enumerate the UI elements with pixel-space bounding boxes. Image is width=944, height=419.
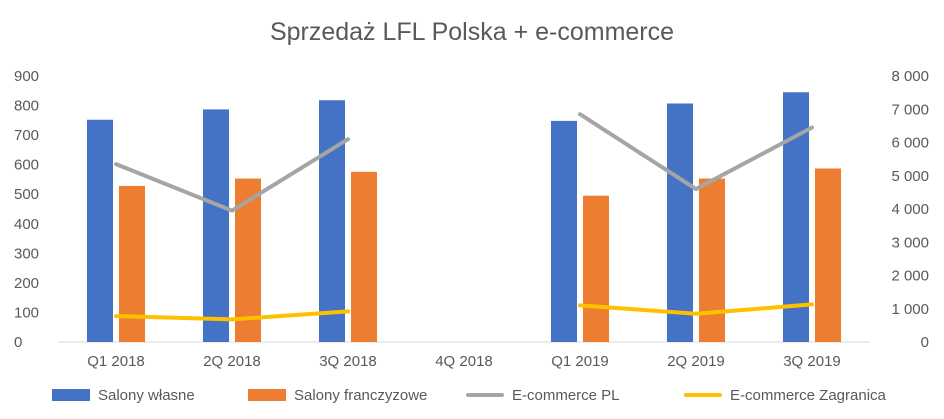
line-marks — [114, 112, 814, 322]
line-e-commerce-zagranica — [114, 309, 350, 322]
bar-salony-własne — [87, 119, 113, 343]
x-tick-label: Q1 2019 — [551, 353, 609, 370]
legend-swatch — [466, 393, 504, 397]
right-tick-label: 1 000 — [891, 301, 929, 318]
right-tick-label: 4 000 — [891, 201, 929, 218]
left-tick-label: 200 — [14, 275, 39, 292]
left-tick-label: 900 — [14, 68, 39, 85]
right-tick-label: 5 000 — [891, 168, 929, 185]
right-tick-label: 0 — [921, 334, 929, 351]
bar-marks — [87, 92, 841, 343]
legend-label: Salony franczyzowe — [294, 386, 428, 404]
right-tick-label: 3 000 — [891, 234, 929, 251]
bar-salony-własne — [667, 103, 693, 342]
chart-plot: 0 100 200 300 400 500 600 700 800 900 0 1 000 2 000… — [14, 68, 929, 370]
left-axis-ticks: 0 100 200 300 400 500 600 700 800 900 — [14, 68, 39, 351]
bar-salony-własne — [319, 100, 345, 342]
legend-label: E-commerce Zagranica — [730, 386, 886, 404]
x-tick-label: 3Q 2018 — [319, 353, 377, 370]
x-tick-label: 3Q 2019 — [783, 353, 841, 370]
legend-item: Salony franczyzowe — [248, 382, 427, 408]
legend-swatch — [52, 389, 90, 401]
left-tick-label: 500 — [14, 186, 39, 203]
bar-salony-franczyzowe — [583, 195, 609, 342]
x-axis-ticks: Q1 2018 2Q 2018 3Q 2018 4Q 2018 Q1 2019 2Q 20… — [87, 353, 841, 370]
chart-title: Sprzedaż LFL Polska + e-commerce — [269, 18, 675, 46]
legend-swatch — [684, 393, 722, 397]
left-tick-label: 600 — [14, 157, 39, 174]
left-tick-label: 100 — [14, 304, 39, 321]
bar-salony-własne — [551, 120, 577, 343]
legend: Salony własne Salony franczyzowe E-commerc… — [0, 382, 944, 408]
x-tick-label: Q1 2018 — [87, 353, 145, 370]
right-tick-label: 2 000 — [891, 268, 929, 285]
legend-label: E-commerce PL — [512, 386, 620, 404]
right-tick-label: 6 000 — [891, 135, 929, 152]
x-tick-label: 2Q 2019 — [667, 353, 725, 370]
line-e-commerce-pl — [578, 112, 814, 192]
left-tick-label: 800 — [14, 98, 39, 115]
bar-salony-franczyzowe — [351, 171, 377, 342]
legend-label: Salony własne — [98, 386, 195, 404]
x-tick-label: 2Q 2018 — [203, 353, 261, 370]
right-tick-label: 8 000 — [891, 68, 929, 85]
left-tick-label: 700 — [14, 127, 39, 144]
line-e-commerce-pl — [114, 137, 350, 213]
legend-item: Salony własne — [52, 382, 195, 408]
right-axis-ticks: 0 1 000 2 000 3 000 4 000 5 000 6 000 7 000 8 00… — [891, 68, 929, 351]
bar-salony-franczyzowe — [815, 168, 841, 342]
legend-item: E-commerce PL — [466, 382, 620, 408]
left-tick-label: 0 — [14, 334, 22, 351]
left-tick-label: 300 — [14, 245, 39, 262]
legend-item: E-commerce Zagranica — [684, 382, 886, 408]
x-tick-label: 4Q 2018 — [435, 353, 493, 370]
right-tick-label: 7 000 — [891, 101, 929, 118]
legend-swatch — [248, 389, 286, 401]
left-tick-label: 400 — [14, 216, 39, 233]
bar-salony-własne — [203, 109, 229, 342]
line-e-commerce-zagranica — [578, 302, 814, 316]
bar-salony-franczyzowe — [699, 178, 725, 342]
